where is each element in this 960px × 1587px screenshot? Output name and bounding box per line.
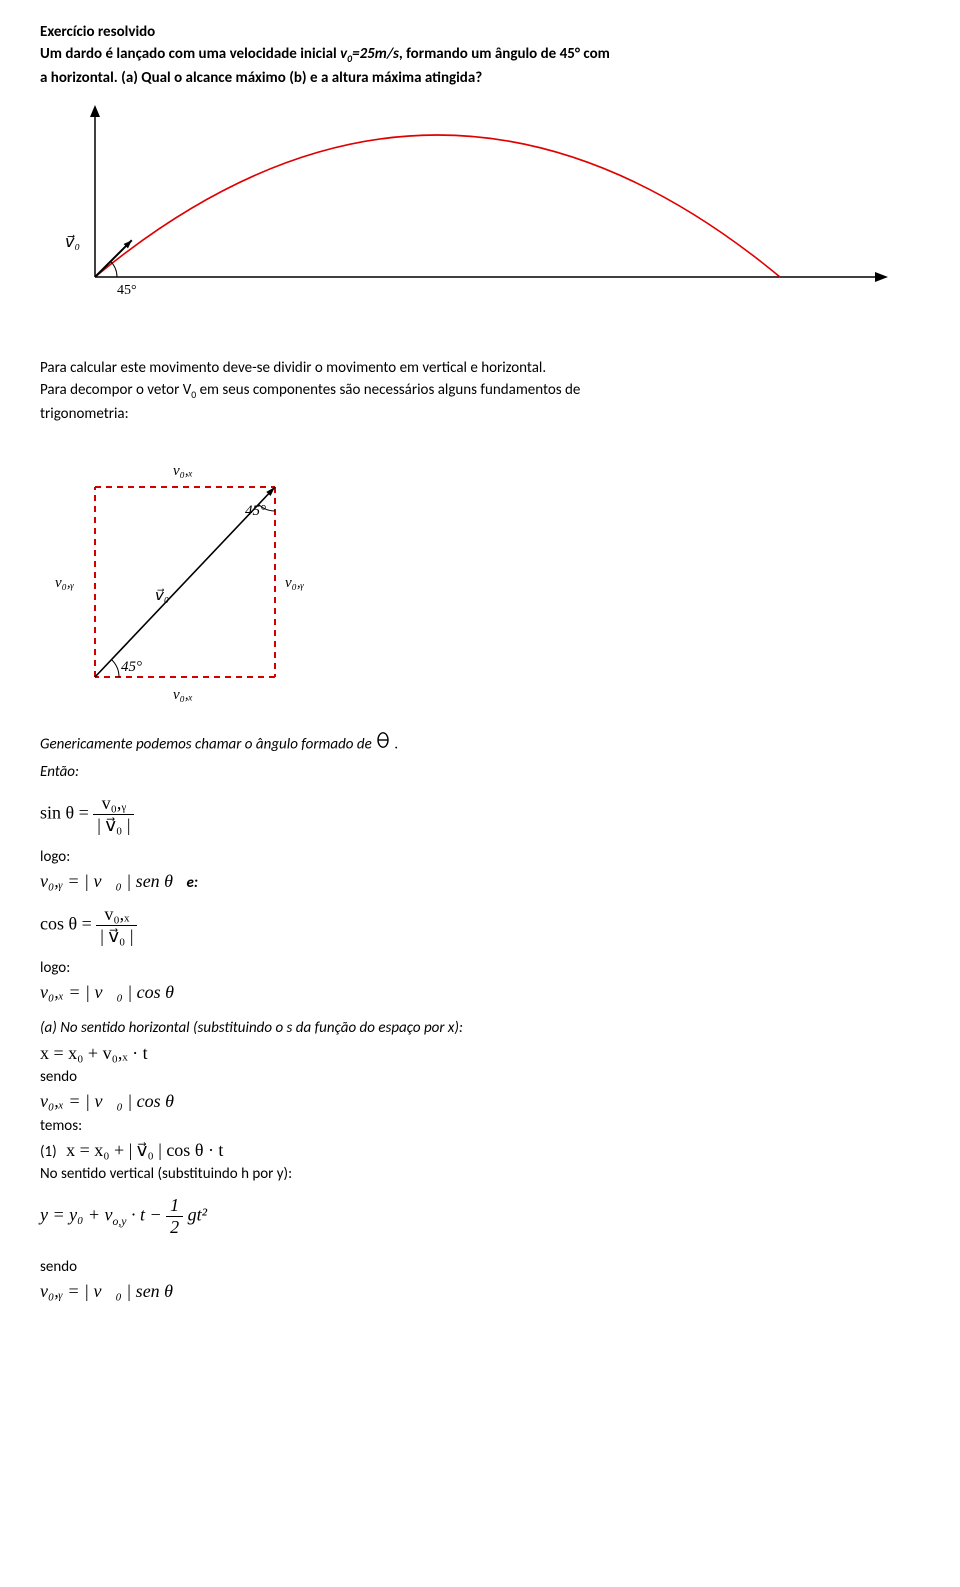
eq-x2: x = x₀ + | v⃗₀ | cos θ · t [66,1140,223,1160]
svg-text:v⃗₀: v⃗₀ [155,588,169,604]
eq-x: x = x₀ + v₀,ₓ · t [40,1041,920,1065]
logo-2: logo: [40,958,920,978]
eq-cos-lhs: cos θ = [40,914,92,934]
problem-line-2: a horizontal. (a) Qual o alcance máximo … [40,68,920,88]
svg-text:45°: 45° [117,283,137,298]
eq-vox: v₀,ₓ = | v⃗₀ | cos θ [40,980,920,1004]
vert-sub: No sentido vertical (substituindo h por … [40,1164,920,1184]
heading: Exercício resolvido [40,22,920,42]
problem-text-a: Um dardo é lançado com uma velocidade in… [40,45,340,63]
eq-voy-row: v₀,ᵧ = | v⃗₀ | sen θ e: [40,869,920,893]
decomposition-svg: v₀,ₓ v₀,ᵧ v₀,ᵧ v₀,ₓ v⃗₀ 45° 45° [40,432,330,712]
eq-sin-den: | v⃗₀ | [93,815,134,835]
logo-1: logo: [40,847,920,867]
temos: temos: [40,1116,920,1136]
para-calc: Para calcular este movimento deve-se div… [40,358,920,378]
eq-vox-2: v₀,ₓ = | v⃗₀ | cos θ [40,1089,920,1113]
para-decomp-2: trigonometria: [40,404,920,424]
eq-y-b: · t − [126,1205,166,1225]
trajectory-figure: v⃗₀ 45° [40,97,920,332]
para-decomp-1a: Para decompor o vetor V [40,381,191,399]
para-decomp-1: Para decompor o vetor V0 em seus compone… [40,380,920,402]
eq-y-half: 1 2 [166,1196,183,1237]
eq-cos-den: | v⃗₀ | [96,926,137,946]
theta-icon [375,731,391,749]
trajectory-svg: v⃗₀ 45° [40,97,900,327]
problem-text-d: , formando um ângulo de 45° com [399,45,610,63]
eq-y-sub: o,y [113,1215,127,1228]
eq-voy: v₀,ᵧ = | v⃗₀ | sen θ [40,871,173,891]
eq-sin-lhs: sin θ = [40,802,89,822]
para-decomp-1b: em seus componentes são necessários algu… [196,381,580,399]
eq-cos-frac: v₀,ₓ | v⃗₀ | [96,905,137,946]
eq-sin-num: v₀,ᵧ [93,794,134,815]
decomposition-figure: v₀,ₓ v₀,ᵧ v₀,ᵧ v₀,ₓ v⃗₀ 45° 45° [40,432,920,717]
svg-text:v₀,ₓ: v₀,ₓ [173,687,193,703]
generic-line: Genericamente podemos chamar o ângulo fo… [40,731,920,759]
svg-text:v₀,ᵧ: v₀,ᵧ [55,575,75,591]
eq-y-half-num: 1 [166,1196,183,1217]
sendo-1: sendo [40,1067,920,1087]
svg-text:v⃗₀: v⃗₀ [65,234,80,251]
generic-text-a: Genericamente podemos chamar o ângulo fo… [40,736,375,754]
eq-cos: cos θ = v₀,ₓ | v⃗₀ | [40,905,920,946]
document-page: Exercício resolvido Um dardo é lançado c… [0,0,960,1346]
svg-text:45°: 45° [121,659,142,675]
svg-text:v₀,ᵧ: v₀,ᵧ [285,575,305,591]
problem-line-1: Um dardo é lançado com uma velocidade in… [40,44,920,66]
sendo-2: sendo [40,1257,920,1277]
problem-text-c: =25m/s [352,45,399,63]
svg-text:45°: 45° [245,503,266,519]
svg-text:v₀,ₓ: v₀,ₓ [173,463,193,479]
e-label: e: [187,874,199,892]
part-a: (a) No sentido horizontal (substituindo … [40,1018,920,1038]
eq-y: y = y₀ + vo,y · t − 1 2 gt² [40,1196,920,1237]
entao: Então: [40,762,920,782]
eq-y-half-den: 2 [166,1217,183,1237]
eq-y-a: y = y₀ + v [40,1205,113,1225]
generic-text-b: . [395,736,399,754]
eq-x2-row: (1) x = x₀ + | v⃗₀ | cos θ · t [40,1138,920,1162]
eq-sin-frac: v₀,ᵧ | v⃗₀ | [93,794,134,835]
eq-cos-num: v₀,ₓ [96,905,137,926]
eq-voy-2: v₀,ᵧ = | v⃗₀ | sen θ [40,1279,920,1303]
theta-inline [375,731,391,759]
eq-y-c: gt² [188,1205,207,1225]
eq-sin: sin θ = v₀,ᵧ | v⃗₀ | [40,794,920,835]
num-1: (1) [40,1143,57,1161]
